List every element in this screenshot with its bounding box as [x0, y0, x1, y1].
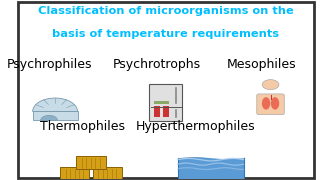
Ellipse shape	[262, 97, 270, 110]
Ellipse shape	[271, 97, 279, 110]
Text: basis of temperature requirements: basis of temperature requirements	[52, 29, 279, 39]
Text: Mesophiles: Mesophiles	[227, 58, 296, 71]
FancyBboxPatch shape	[93, 167, 122, 180]
Circle shape	[262, 80, 279, 90]
FancyBboxPatch shape	[257, 94, 284, 115]
FancyBboxPatch shape	[149, 84, 182, 121]
Wedge shape	[41, 115, 58, 120]
Bar	[163, 106, 169, 117]
Text: Psychrophiles: Psychrophiles	[6, 58, 92, 71]
Bar	[33, 111, 77, 120]
Text: Psychrotrophs: Psychrotrophs	[113, 58, 201, 71]
Bar	[154, 101, 169, 104]
Text: Hyperthermophiles: Hyperthermophiles	[136, 120, 256, 133]
Text: Classification of microorganisms on the: Classification of microorganisms on the	[38, 6, 294, 16]
Wedge shape	[33, 98, 77, 111]
Text: Thermophiles: Thermophiles	[39, 120, 124, 133]
FancyBboxPatch shape	[178, 157, 244, 180]
FancyBboxPatch shape	[76, 156, 106, 169]
Bar	[154, 106, 160, 117]
FancyBboxPatch shape	[18, 2, 314, 178]
FancyBboxPatch shape	[60, 167, 89, 180]
